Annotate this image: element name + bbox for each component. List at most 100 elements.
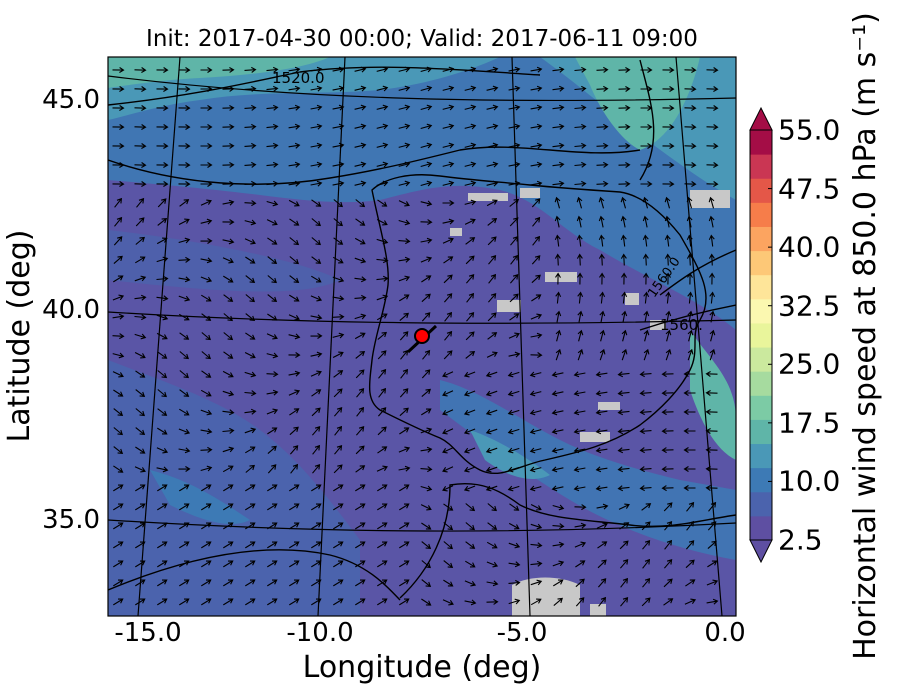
wind-arrow: [639, 409, 652, 416]
wind-arrow: [245, 294, 255, 303]
wind-arrow: [465, 503, 476, 512]
wind-arrow: [288, 389, 301, 396]
wind-arrow: [573, 428, 586, 435]
wind-arrow: [662, 67, 675, 73]
wind-arrow: [244, 408, 257, 415]
wind-arrow: [310, 85, 323, 92]
wind-arrow: [661, 428, 674, 435]
wind-arrow: [134, 143, 147, 149]
wind-arrow: [112, 313, 125, 320]
wind-arrow: [664, 215, 671, 228]
wind-arrow: [223, 598, 234, 606]
wind-arrow: [442, 428, 454, 435]
wind-arrow: [596, 161, 609, 168]
wind-arrow: [377, 350, 387, 360]
wind-arrow: [135, 370, 146, 378]
wind-arrow: [620, 215, 627, 228]
wind-arrow: [310, 314, 323, 321]
colorbar-tick-label: 10.0: [778, 464, 841, 498]
wind-arrow: [376, 123, 389, 130]
wind-arrow: [332, 180, 345, 187]
wind-arrow: [223, 484, 234, 492]
wind-arrow: [178, 428, 191, 435]
wind-arrow: [706, 181, 719, 187]
wind-arrow: [642, 578, 651, 588]
wind-arrow: [442, 390, 454, 397]
wind-arrow: [552, 523, 565, 530]
wind-arrow: [355, 199, 366, 208]
wind-arrow: [201, 522, 212, 530]
wind-arrow: [134, 67, 147, 73]
wind-arrow: [376, 275, 389, 282]
wind-arrow: [662, 124, 675, 130]
wind-arrow: [420, 427, 433, 434]
wind-arrow: [200, 428, 213, 435]
wind-arrow: [178, 256, 191, 263]
wind-arrow: [222, 199, 235, 206]
wind-arrow: [595, 485, 608, 492]
wind-arrow: [661, 371, 674, 378]
wind-arrow: [267, 445, 277, 455]
wind-arrow: [178, 276, 191, 283]
wind-arrow: [599, 291, 606, 304]
wind-arrow: [377, 560, 388, 568]
wind-arrow: [200, 199, 212, 206]
wind-arrow: [135, 446, 146, 454]
wind-arrow: [529, 371, 542, 378]
wind-arrow: [354, 313, 367, 320]
colorbar-swatch: [750, 515, 772, 541]
wind-arrow: [420, 142, 433, 149]
wind-arrow: [574, 85, 587, 92]
wind-arrow: [222, 409, 235, 416]
wind-arrow: [465, 541, 476, 549]
wind-arrow: [595, 447, 608, 454]
wind-arrow: [200, 409, 213, 416]
wind-arrow: [618, 86, 631, 92]
wind-arrow: [222, 162, 235, 168]
wind-arrow: [577, 272, 583, 285]
wind-arrow: [179, 370, 189, 379]
wind-arrow: [333, 218, 343, 227]
wind-arrow: [599, 272, 605, 285]
wind-arrow: [443, 522, 454, 531]
wind-arrow: [554, 234, 561, 247]
wind-arrow: [354, 85, 367, 92]
colorbar-swatch: [750, 226, 772, 252]
wind-arrow: [288, 142, 301, 149]
wind-arrow: [266, 408, 279, 415]
wind-arrow: [355, 541, 366, 549]
wind-arrow: [244, 142, 257, 149]
wind-arrow: [552, 560, 565, 567]
wind-arrow: [552, 104, 565, 111]
wind-arrow: [179, 389, 190, 397]
wind-arrow: [465, 560, 476, 568]
wind-arrow: [113, 446, 124, 455]
wind-arrow: [245, 503, 256, 511]
wind-arrow: [508, 522, 520, 530]
wind-arrow: [399, 312, 409, 322]
wind-arrow: [420, 256, 433, 263]
wind-arrow: [639, 428, 652, 435]
wind-arrow: [465, 274, 475, 284]
wind-arrow: [599, 348, 606, 361]
wind-arrow: [244, 390, 257, 397]
wind-arrow: [157, 579, 168, 587]
wind-arrow: [288, 314, 300, 321]
wind-arrow: [617, 409, 630, 416]
wind-arrow: [642, 234, 649, 247]
wind-arrow: [596, 180, 609, 187]
wind-arrow: [687, 329, 694, 342]
wind-arrow: [113, 484, 124, 492]
wind-arrow: [663, 578, 673, 588]
wind-arrow: [598, 234, 605, 247]
wind-arrow: [399, 598, 410, 606]
wind-arrow: [444, 330, 453, 341]
wind-arrow: [113, 541, 124, 549]
wind-arrow: [508, 598, 521, 605]
wind-arrow: [642, 215, 649, 228]
wind-arrow: [661, 409, 674, 416]
wind-arrow: [113, 560, 124, 568]
wind-arrow: [463, 428, 476, 435]
wind-arrow: [310, 123, 323, 130]
